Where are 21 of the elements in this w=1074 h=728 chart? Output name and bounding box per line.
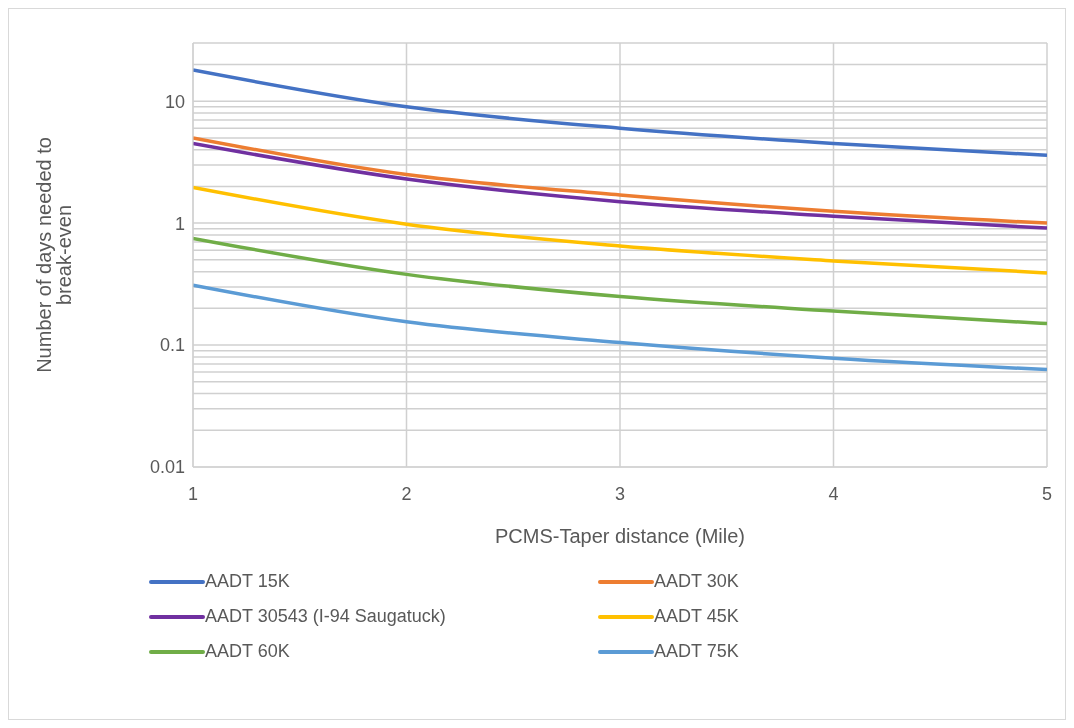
legend-label: AADT 60K [205, 641, 290, 662]
y-tick-label: 1 [174, 213, 185, 234]
x-tick-label: 3 [614, 483, 626, 504]
line-series [193, 68, 1047, 158]
y-tick-label: 10 [164, 91, 185, 112]
x-tick-label: 1 [187, 483, 199, 504]
line-series [193, 236, 1047, 326]
line-series [193, 185, 1047, 275]
y-tick-label: 0.1 [159, 335, 185, 356]
legend-label: AADT 75K [654, 641, 739, 662]
x-tick-label: 4 [828, 483, 839, 504]
legend-label: AADT 45K [654, 606, 739, 627]
legend-label: AADT 15K [205, 571, 290, 592]
y-axis-title: Number of days needed to break-even [33, 137, 76, 373]
x-tick-label: 2 [401, 483, 412, 504]
line-series [193, 283, 1047, 372]
legend-label: AADT 30K [654, 571, 739, 592]
y-tick-label: 0.01 [149, 457, 185, 478]
legend-label: AADT 30543 (I-94 Saugatuck) [205, 606, 446, 627]
x-tick-label: 5 [1041, 483, 1053, 504]
x-axis-title: PCMS-Taper distance (Mile) [494, 525, 746, 547]
